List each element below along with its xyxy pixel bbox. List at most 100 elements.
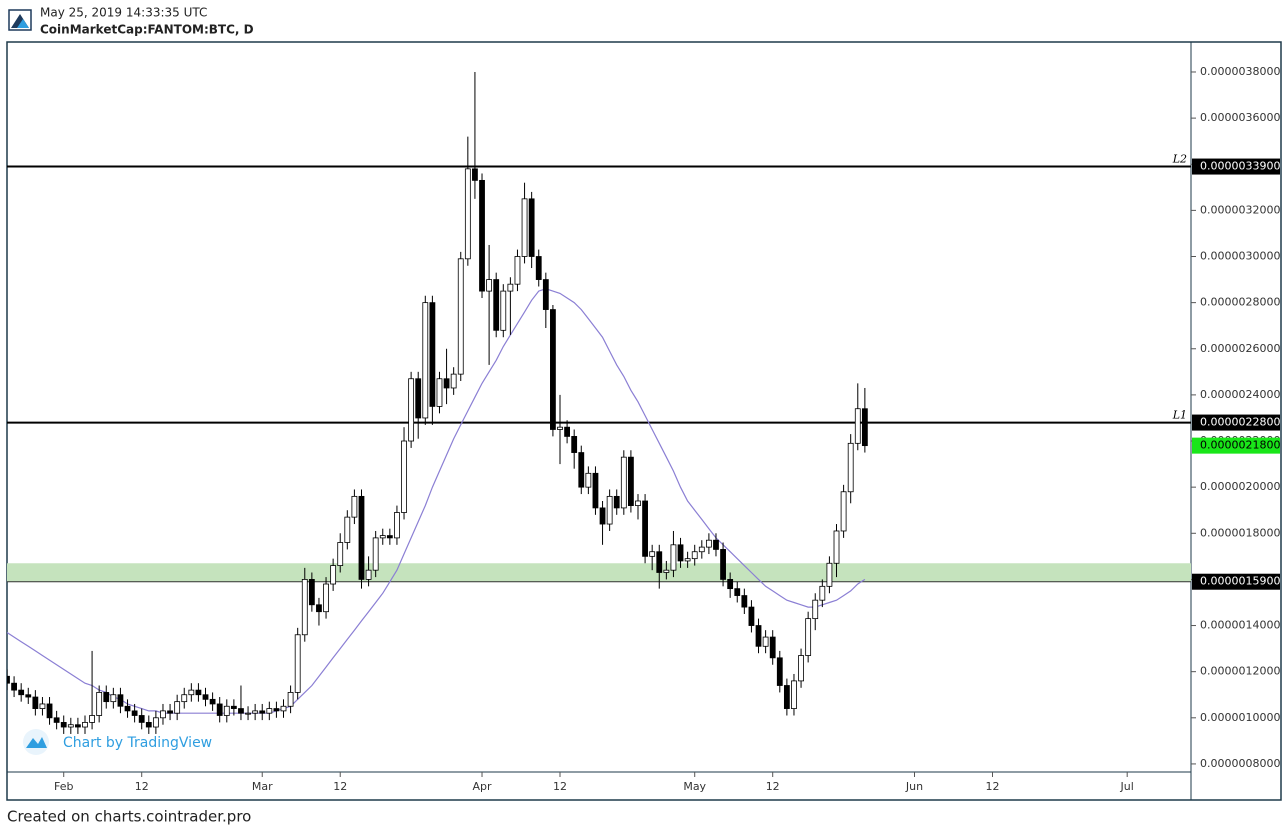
candle-body [819, 585, 826, 601]
y-tick-label: 0.0000030000 [1200, 250, 1280, 263]
x-tick-label: Mar [252, 780, 273, 793]
candle-body [401, 440, 407, 513]
candle-body [535, 256, 542, 280]
candle-body [479, 179, 485, 292]
y-tick-label: 0.0000010000 [1200, 711, 1280, 724]
candle-body [698, 546, 705, 553]
frame [6, 41, 1282, 801]
candle-body [776, 657, 783, 686]
candle-body [833, 530, 840, 564]
candle-body [323, 583, 329, 613]
candle-body [386, 535, 393, 539]
candle-body [798, 655, 804, 682]
x-tick-label: 12 [333, 780, 347, 793]
candle-body [429, 302, 436, 407]
candle-body [656, 551, 663, 573]
candle-body [7, 675, 10, 684]
candle-body [606, 495, 613, 525]
last-price-box [1192, 437, 1280, 454]
candle-body [635, 500, 641, 507]
y-tick-label: 0.0000012000 [1200, 665, 1280, 678]
candle-body [230, 705, 237, 709]
candle-body [32, 696, 39, 709]
candle-body [287, 692, 294, 707]
candle-body [720, 549, 726, 580]
chart-title: CoinMarketCap:FANTOM:BTC, D [40, 23, 254, 37]
candle-body [252, 710, 259, 714]
candle-body [223, 705, 230, 716]
candle-body [294, 634, 301, 693]
candle-body [578, 452, 585, 488]
candle-body [464, 168, 471, 260]
candle-body [131, 710, 138, 716]
candle-body [273, 708, 280, 712]
candle-body [677, 544, 684, 562]
candle-body [571, 436, 578, 453]
candle-body [734, 588, 741, 596]
candle-body [847, 442, 854, 493]
level-label: 0.0000033900 [1200, 160, 1280, 173]
x-tick-label: 12 [135, 780, 149, 793]
candle-body [174, 701, 181, 714]
candle-body [408, 378, 415, 442]
candle-body [60, 722, 67, 728]
candle-body [266, 708, 273, 714]
candle-body [436, 378, 443, 407]
x-tick-label: 12 [553, 780, 567, 793]
candle-body [46, 703, 53, 719]
candle-body [670, 544, 677, 571]
watermark-text: Chart by TradingView [63, 735, 212, 751]
candle-body [160, 710, 166, 719]
candle-body [415, 378, 422, 419]
y-tick-label: 0.0000026000 [1200, 342, 1280, 355]
level-name: L1 [1172, 409, 1187, 422]
candle-body [11, 682, 17, 691]
candle-body [840, 491, 847, 532]
candle-body [472, 168, 478, 181]
candle-body [202, 694, 209, 700]
candle-body [216, 703, 223, 716]
candle-body [358, 495, 365, 580]
candle-body [691, 551, 698, 560]
candle-body [783, 685, 790, 709]
candle-body [167, 710, 173, 714]
candle-body [826, 562, 833, 587]
candle-body [748, 606, 755, 626]
candle-body [557, 426, 563, 430]
y-tick-label: 0.0000024000 [1200, 388, 1280, 401]
y-tick-label: 0.0000018000 [1200, 526, 1280, 539]
y-tick-label: 0.0000028000 [1200, 296, 1280, 309]
candle-body [379, 535, 386, 539]
candle-body [628, 456, 634, 507]
level-name: L2 [1172, 153, 1187, 166]
x-tick-label: 12 [985, 780, 999, 793]
candle-body [152, 717, 159, 728]
candle-body [684, 558, 691, 562]
y-tick-label: 0.0000008000 [1200, 757, 1280, 770]
candle-body [542, 279, 549, 310]
candle-body [365, 569, 372, 580]
candle-body [245, 712, 251, 715]
candle-body [592, 472, 599, 509]
candle-body [337, 542, 344, 566]
x-tick-label: Feb [54, 780, 73, 793]
y-tick-label: 0.0000038000 [1200, 65, 1280, 78]
x-tick-label: May [683, 780, 706, 793]
candle-body [507, 283, 514, 292]
candle-body [457, 258, 464, 375]
candle-body [613, 495, 620, 509]
candle-body [854, 408, 861, 444]
candle-body [599, 507, 606, 525]
candle-body [25, 694, 32, 698]
x-tick-label: 12 [766, 780, 780, 793]
candle-body [486, 279, 493, 292]
x-tick-label: Apr [473, 780, 493, 793]
candle-body [82, 722, 88, 728]
candle-body [713, 539, 719, 550]
candle-body [39, 703, 46, 709]
x-tick-label: Jul [1120, 780, 1134, 793]
candle-body [450, 373, 457, 389]
plot [7, 71, 1191, 734]
